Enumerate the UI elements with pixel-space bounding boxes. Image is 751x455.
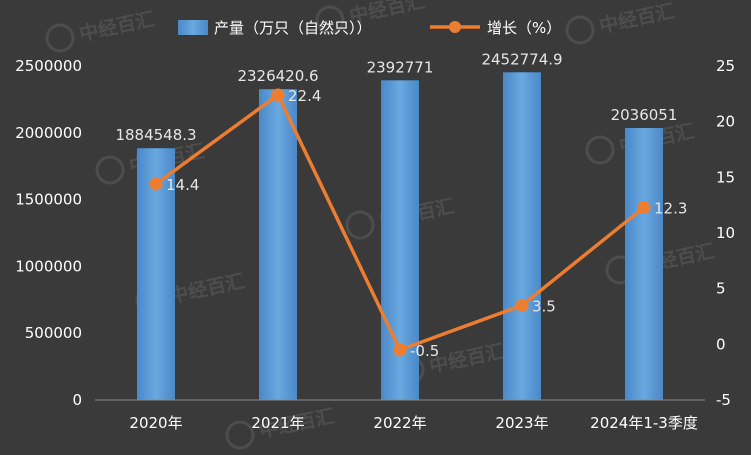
y-right-tick-label: 25 [716, 57, 735, 75]
bar-label-2: 2392771 [367, 58, 434, 76]
line-point-3 [515, 298, 529, 312]
y-left-tick-label: 2000000 [15, 124, 82, 142]
legend-line-marker [449, 21, 461, 33]
line-point-0 [149, 177, 163, 191]
legend-line-label: 增长（%） [487, 19, 561, 37]
bar-data-labels: 1884548.3 2326420.6 2392771 2452774.9 203605… [115, 50, 677, 144]
line-label-4: 12.3 [654, 199, 687, 217]
watermark-logo-icon [315, 5, 345, 35]
bar-1 [259, 89, 297, 400]
line-point-4 [637, 200, 651, 214]
line-point-2 [393, 343, 407, 357]
watermark-logo-icon [225, 420, 255, 450]
y-left-tick-label: 0 [72, 391, 82, 409]
watermark-text: 中经百汇 [167, 269, 246, 307]
watermark-2: 中经百汇 [565, 0, 676, 45]
y-left-tick-label: 1500000 [15, 191, 82, 209]
x-tick-label-1: 2021年 [251, 414, 304, 432]
line-point-1 [271, 88, 285, 102]
right-axis: -5 0 5 10 15 20 25 [716, 57, 735, 409]
watermark-logo-icon [345, 210, 375, 240]
watermark-logo-icon [585, 135, 615, 165]
line-label-2: -0.5 [410, 342, 439, 360]
line-data-labels: 14.4 22.4 -0.5 3.5 12.3 [166, 87, 687, 360]
y-left-tick-label: 500000 [25, 324, 82, 342]
line-label-3: 3.5 [532, 297, 556, 315]
bar-label-1: 2326420.6 [237, 67, 318, 85]
left-axis: 0 500000 1000000 1500000 2000000 2500000 [15, 57, 82, 409]
x-tick-label-2: 2022年 [373, 414, 426, 432]
x-tick-label-0: 2020年 [129, 414, 182, 432]
bar-4 [625, 127, 663, 401]
line-series [149, 88, 651, 357]
line-label-1: 22.4 [288, 87, 321, 105]
y-right-tick-label: 0 [716, 335, 726, 353]
bar-label-4: 2036051 [611, 106, 678, 124]
bar-label-0: 1884548.3 [115, 126, 196, 144]
watermark-text: 中经百汇 [597, 0, 676, 38]
y-left-tick-label: 2500000 [15, 57, 82, 75]
x-axis: 2020年 2021年 2022年 2023年 2024年1-3季度 [95, 399, 705, 432]
bar-label-3: 2452774.9 [481, 50, 562, 68]
watermark-logo-icon [95, 155, 125, 185]
watermark-0: 中经百汇 [45, 7, 156, 53]
y-left-tick-label: 1000000 [15, 257, 82, 275]
legend-bar-label: 产量（万只（自然只）） [214, 19, 372, 37]
line-label-0: 14.4 [166, 176, 199, 194]
y-right-tick-label: 15 [716, 168, 735, 186]
watermark-logo-icon [45, 23, 75, 53]
legend-bar-swatch [178, 20, 208, 35]
y-right-tick-label: 5 [716, 280, 726, 298]
watermark-text: 中经百汇 [77, 7, 156, 45]
y-right-tick-label: -5 [716, 391, 731, 409]
x-tick-label-4: 2024年1-3季度 [590, 414, 698, 432]
watermark-logo-icon [565, 15, 595, 45]
legend: 产量（万只（自然只）） 增长（%） [178, 19, 561, 37]
y-right-tick-label: 20 [716, 113, 735, 131]
x-tick-label-3: 2023年 [495, 414, 548, 432]
bar-3 [503, 72, 541, 401]
y-right-tick-label: 10 [716, 224, 735, 242]
